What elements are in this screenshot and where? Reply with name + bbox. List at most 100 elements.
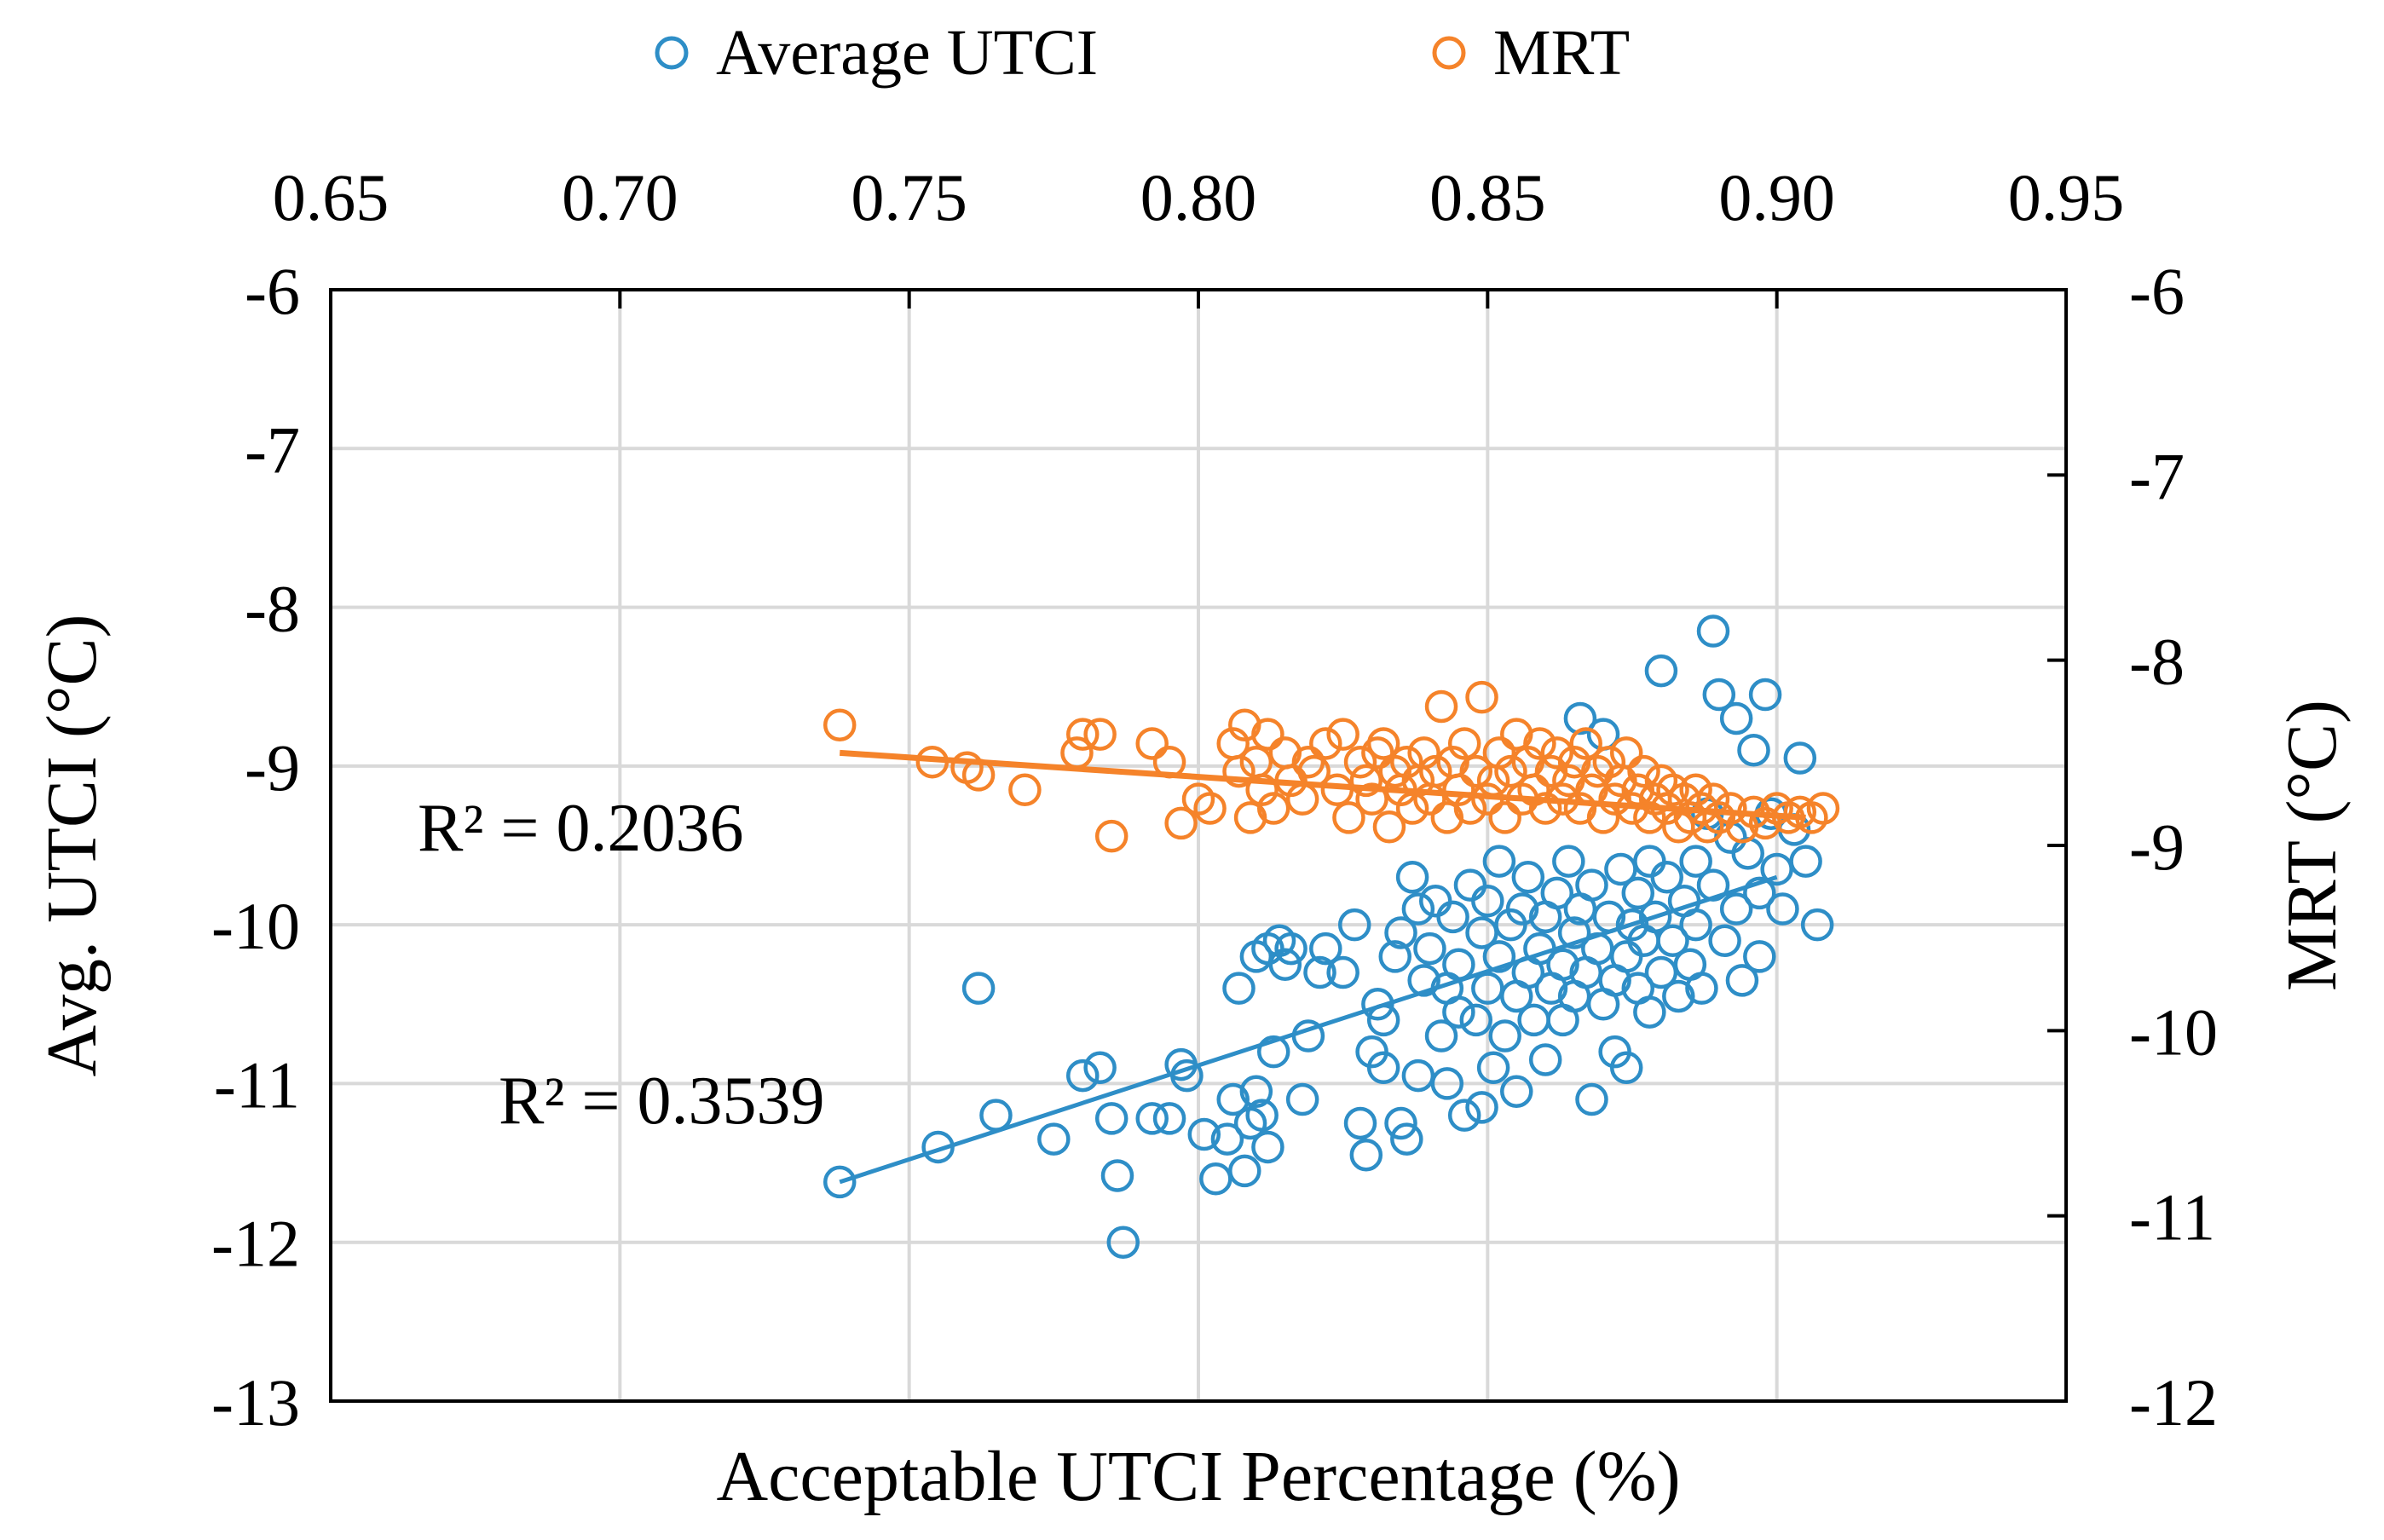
data-point-average-utci	[1471, 972, 1504, 1005]
data-point-average-utci	[1679, 845, 1712, 878]
data-point-average-utci	[1390, 1122, 1423, 1156]
data-point-average-utci	[1395, 861, 1429, 894]
data-point-average-utci	[1783, 741, 1817, 775]
data-point-average-utci	[1066, 1058, 1100, 1093]
data-point-average-utci	[1748, 678, 1782, 712]
data-point-average-utci	[1401, 1058, 1435, 1093]
data-point-average-utci	[1152, 1102, 1186, 1135]
tick-marks	[329, 288, 2068, 1403]
data-point-average-utci	[1465, 1091, 1498, 1124]
data-point-mrt	[1592, 745, 1626, 779]
data-point-average-utci	[1702, 678, 1736, 712]
y-right-tick-label: -10	[2129, 995, 2218, 1069]
data-point-mrt	[1008, 773, 1042, 807]
data-point-mrt	[1714, 792, 1747, 825]
legend: Average UTCI MRT	[655, 17, 1630, 89]
y-right-tick-label: -8	[2129, 625, 2185, 699]
data-point-average-utci	[1743, 940, 1776, 973]
data-point-average-utci	[1609, 1051, 1643, 1085]
data-point-mrt	[1366, 727, 1400, 760]
data-point-mrt	[1540, 736, 1574, 770]
y-right-tick-label: -9	[2129, 810, 2185, 884]
data-point-average-utci	[1378, 940, 1411, 973]
data-point-average-utci	[1552, 845, 1585, 878]
legend-label-mrt: MRT	[1493, 17, 1630, 89]
data-point-average-utci	[1644, 955, 1678, 989]
legend-label-average-utci: Average UTCI	[716, 17, 1098, 89]
data-point-average-utci	[1505, 892, 1539, 926]
data-point-mrt	[1806, 792, 1840, 825]
data-point-average-utci	[1222, 972, 1255, 1005]
data-point-mrt	[1349, 764, 1383, 798]
data-point-mrt	[1390, 745, 1423, 779]
data-point-average-utci	[1199, 1162, 1232, 1196]
data-point-mrt	[1609, 736, 1643, 770]
data-point-average-utci	[1303, 955, 1336, 989]
data-point-average-utci	[1106, 1226, 1140, 1259]
trendline-mrt	[839, 749, 1806, 821]
legend-marker-average-utci	[655, 36, 689, 70]
data-point-mrt	[1372, 810, 1406, 844]
data-point-mrt	[1343, 745, 1377, 779]
data-point-mrt	[1517, 773, 1550, 807]
data-point-average-utci	[1401, 892, 1435, 926]
data-point-mrt	[1332, 801, 1365, 834]
data-point-average-utci	[1326, 955, 1359, 989]
data-point-average-utci	[1563, 701, 1597, 735]
data-point-average-utci	[1384, 1106, 1417, 1140]
data-point-mrt	[1633, 801, 1666, 834]
y-right-tick-label: -12	[2129, 1365, 2218, 1439]
data-point-mrt	[1193, 792, 1227, 825]
data-point-average-utci	[1725, 964, 1759, 997]
y-right-tick-label: -6	[2129, 254, 2185, 328]
data-point-average-utci	[1800, 908, 1834, 942]
y-left-tick-label: -8	[245, 572, 300, 646]
data-point-mrt	[1523, 727, 1556, 760]
trendline-average-utci	[839, 874, 1778, 1185]
data-point-average-utci	[1459, 1003, 1493, 1037]
legend-marker-mrt	[1432, 36, 1466, 70]
data-point-mrt	[1256, 792, 1290, 825]
data-point-average-utci	[1037, 1122, 1071, 1156]
data-point-average-utci	[1424, 1019, 1458, 1053]
data-point-average-utci	[1743, 876, 1776, 910]
data-point-average-utci	[961, 972, 996, 1005]
data-point-average-utci	[1135, 1102, 1169, 1135]
data-point-mrt	[1094, 819, 1129, 853]
grid	[331, 290, 2066, 1401]
y-left-tick-label: -13	[211, 1365, 300, 1439]
data-point-average-utci	[1407, 964, 1440, 997]
data-point-average-utci	[1384, 916, 1417, 949]
data-point-average-utci	[1708, 924, 1741, 958]
data-point-mrt	[1164, 806, 1198, 840]
data-point-average-utci	[1100, 1159, 1134, 1192]
data-point-average-utci	[1766, 892, 1799, 926]
data-point-mrt	[1528, 792, 1562, 825]
data-point-mrt	[1424, 689, 1458, 724]
data-point-average-utci	[1083, 1051, 1117, 1085]
data-point-mrt	[823, 708, 857, 741]
data-point-average-utci	[1471, 884, 1504, 918]
data-point-average-utci	[1500, 1075, 1533, 1108]
data-point-mrt	[1482, 736, 1516, 770]
x-tick-label: 0.75	[851, 160, 967, 234]
data-point-mrt	[1442, 773, 1475, 807]
data-point-average-utci	[1656, 924, 1689, 958]
y-left-axis-label: Avg. UTCI (°C)	[32, 614, 112, 1077]
data-point-average-utci	[1274, 931, 1307, 966]
data-point-mrt	[1355, 782, 1388, 816]
data-point-average-utci	[1760, 852, 1793, 886]
data-point-mrt	[1251, 718, 1284, 751]
data-point-average-utci	[1482, 845, 1516, 878]
data-point-mrt	[1309, 727, 1342, 760]
data-point-average-utci	[1644, 654, 1678, 688]
x-axis-label: Acceptable UTCI Percentage (%)	[716, 1437, 1680, 1516]
data-point-mrt	[1245, 773, 1279, 807]
data-point-average-utci	[1430, 1067, 1464, 1100]
y-right-axis-label: MRT (°C)	[2272, 700, 2352, 991]
data-point-mrt	[1488, 801, 1521, 834]
data-point-average-utci	[1546, 948, 1579, 981]
x-tick-label: 0.65	[273, 160, 390, 234]
